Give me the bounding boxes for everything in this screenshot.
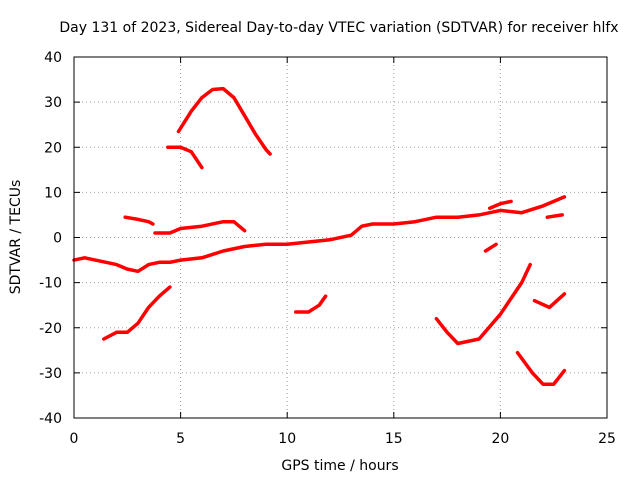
series-lower-left bbox=[102, 285, 172, 341]
series-lower-right bbox=[434, 262, 532, 346]
x-tick-label: 25 bbox=[598, 431, 616, 447]
series-upper-mid bbox=[153, 219, 247, 235]
x-tick-label: 5 bbox=[176, 431, 185, 447]
x-tick-labels: 0 5 10 15 20 25 bbox=[70, 431, 616, 447]
series-lower-10 bbox=[293, 294, 328, 314]
series-lower-far-right bbox=[515, 350, 567, 386]
series-upper-right-secondary bbox=[487, 199, 513, 210]
y-tick-label: 10 bbox=[44, 185, 62, 201]
x-tick-label: 15 bbox=[385, 431, 403, 447]
y-tick-label: 0 bbox=[53, 231, 62, 247]
y-tick-labels: 40 30 20 10 0 -10 -20 -30 -40 bbox=[39, 50, 62, 427]
series-short-minus14 bbox=[532, 292, 567, 310]
y-tick-label: -20 bbox=[39, 321, 62, 337]
y-axis-label: SDTVAR / TECUs bbox=[8, 180, 24, 295]
y-tick-label: -30 bbox=[39, 366, 62, 382]
x-tick-label: 20 bbox=[491, 431, 509, 447]
y-tick-label: 20 bbox=[44, 140, 62, 156]
series-short-minus3 bbox=[483, 242, 498, 253]
series-short-20 bbox=[166, 145, 204, 170]
series-short-5 bbox=[545, 213, 564, 219]
series-main bbox=[72, 195, 567, 274]
y-tick-label: -40 bbox=[39, 411, 62, 427]
x-axis-label: GPS time / hours bbox=[281, 458, 398, 474]
y-tick-label: -10 bbox=[39, 276, 62, 292]
y-tick-label: 40 bbox=[44, 50, 62, 66]
series-arc-upper bbox=[176, 86, 272, 156]
x-tick-label: 0 bbox=[70, 431, 79, 447]
series-short-4 bbox=[123, 215, 155, 226]
y-tick-label: 30 bbox=[44, 95, 62, 111]
grid-lines bbox=[74, 57, 607, 418]
data-series bbox=[72, 86, 567, 386]
x-tick-label: 10 bbox=[278, 431, 296, 447]
chart-title: Day 131 of 2023, Sidereal Day-to-day VTE… bbox=[59, 20, 618, 36]
tick-marks bbox=[73, 56, 608, 419]
